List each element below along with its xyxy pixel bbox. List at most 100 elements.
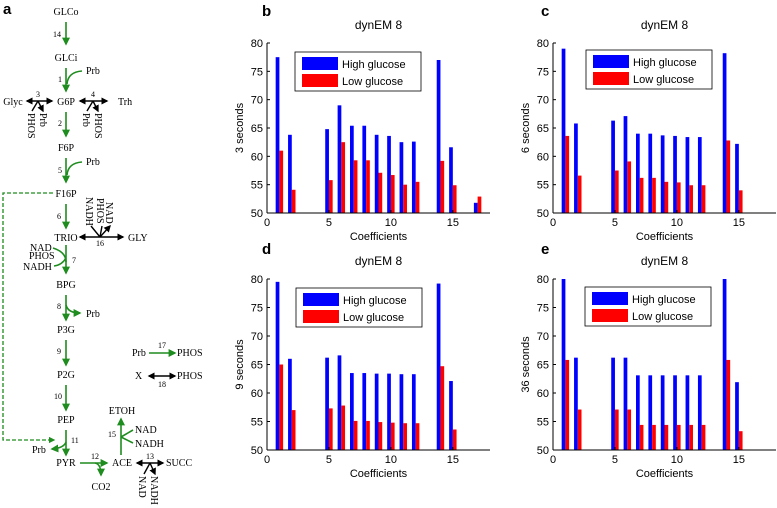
x-tick-label: 0: [550, 454, 556, 466]
x-tick-label: 0: [264, 454, 270, 466]
reaction-15-label: 15: [108, 430, 116, 439]
y-tick-label: 75: [537, 303, 549, 315]
legend-label-low-glucose: Low glucose: [633, 74, 694, 86]
bar-low-glucose: [664, 181, 669, 213]
node-nadh-15: NADH: [135, 439, 164, 450]
reaction-1-branch: [66, 70, 83, 85]
node-prb-3: Prb: [37, 113, 48, 127]
legend-swatch-low-glucose: [592, 309, 628, 322]
bar-low-glucose: [279, 364, 284, 450]
panel-label-d: d: [262, 241, 271, 258]
y-tick-label: 80: [537, 38, 549, 50]
bar-low-glucose: [689, 424, 693, 450]
y-tick-label: 60: [537, 388, 549, 400]
legend-label-high-glucose: High glucose: [633, 57, 697, 69]
bar-low-glucose: [664, 424, 669, 450]
legend-swatch-high-glucose: [593, 55, 629, 68]
bar-high-glucose: [673, 375, 677, 450]
bar-high-glucose: [685, 375, 690, 450]
node-f16p: F16P: [55, 189, 77, 200]
bar-high-glucose: [611, 357, 615, 450]
node-phos-4: PHOS: [92, 113, 103, 139]
node-g6p: G6P: [57, 97, 75, 108]
bar-low-glucose: [415, 423, 420, 450]
legend-swatch-high-glucose: [303, 293, 339, 306]
reaction-7-label: 7: [72, 256, 76, 265]
legend: High glucose Low glucose: [584, 286, 712, 327]
node-prb-4: Prb: [80, 113, 91, 127]
legend: High glucose Low glucose: [295, 287, 423, 328]
bar-high-glucose: [574, 123, 578, 213]
bar-high-glucose: [374, 134, 379, 213]
node-phos-16: PHOS: [94, 198, 105, 224]
bar-high-glucose: [623, 357, 628, 450]
legend: High glucose Low glucose: [585, 49, 713, 90]
bar-high-glucose: [399, 374, 404, 450]
bar-high-glucose: [411, 374, 416, 450]
bar-low-glucose: [440, 366, 445, 450]
bar-high-glucose: [288, 134, 292, 213]
bar-high-glucose: [374, 373, 379, 450]
x-tick-label: 5: [326, 454, 332, 466]
bar-high-glucose: [697, 137, 702, 213]
y-tick-label: 80: [251, 274, 263, 286]
node-prb-17: Prb: [132, 348, 146, 359]
bar-low-glucose: [291, 189, 296, 213]
y-tick-label: 75: [251, 303, 263, 315]
node-f6p: F6P: [58, 143, 75, 154]
node-nad-7: NAD: [30, 243, 52, 254]
y-tick-label: 65: [537, 360, 549, 372]
node-prb-5: Prb: [86, 157, 100, 168]
bar-high-glucose: [436, 283, 441, 450]
x-tick-label: 10: [385, 454, 397, 466]
chart-title: dynEM 8: [355, 18, 403, 32]
y-tick-label: 55: [537, 180, 549, 192]
bar-low-glucose: [701, 424, 706, 450]
bar-high-glucose: [561, 48, 566, 213]
bar-low-glucose: [291, 410, 296, 450]
bar-high-glucose: [288, 358, 292, 450]
bar-low-glucose: [341, 405, 346, 450]
bar-high-glucose: [735, 143, 739, 213]
reaction-5-label: 5: [58, 166, 62, 175]
x-axis-label: Coefficients: [350, 468, 408, 480]
y-tick-label: 80: [251, 38, 263, 50]
node-glco: GLCo: [54, 7, 79, 18]
bar-high-glucose: [722, 279, 727, 450]
node-nad-15: NAD: [135, 425, 157, 436]
reaction-2-label: 2: [58, 119, 62, 128]
legend-swatch-high-glucose: [302, 57, 338, 70]
reaction-12-branch: [94, 462, 105, 477]
reaction-5-branch: [66, 161, 83, 176]
bar-high-glucose: [337, 355, 342, 450]
pathway-diagram: a GLCo 14 GLCi 1 Prb Glyc G6P Trh 3 PHOS…: [2, 1, 203, 505]
legend-swatch-low-glucose: [303, 310, 339, 323]
reaction-16-branches: [90, 226, 110, 238]
bar-low-glucose: [353, 160, 358, 213]
bar-low-glucose: [452, 429, 457, 450]
x-tick-label: 5: [612, 454, 618, 466]
bar-low-glucose: [627, 409, 632, 450]
reaction-11-label: 11: [71, 436, 79, 445]
panel-label-c: c: [541, 3, 549, 20]
feedforward-dashed-arrow: [2, 192, 56, 444]
bar-high-glucose: [735, 382, 739, 450]
reaction-11-branch: [50, 441, 67, 453]
node-nad-13: NAD: [136, 476, 147, 498]
chart-title: dynEM 8: [355, 254, 403, 268]
x-axis-label: Coefficients: [350, 231, 408, 243]
legend: High glucose Low glucose: [294, 51, 422, 92]
chart-title: dynEM 8: [641, 18, 689, 32]
node-trh: Trh: [118, 97, 132, 108]
x-tick-label: 0: [264, 217, 270, 229]
x-tick-label: 5: [326, 217, 332, 229]
y-tick-label: 75: [251, 66, 263, 78]
node-trio: TRIO: [54, 233, 77, 244]
bar-low-glucose: [701, 185, 706, 213]
bar-low-glucose: [403, 184, 407, 213]
bar-high-glucose: [660, 135, 665, 213]
bar-low-glucose: [440, 160, 445, 213]
reaction-4-branches: [86, 100, 98, 111]
